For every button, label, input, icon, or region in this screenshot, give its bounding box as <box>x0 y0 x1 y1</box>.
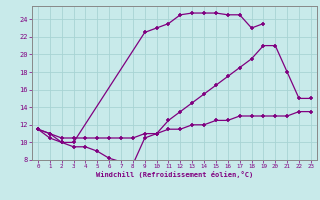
X-axis label: Windchill (Refroidissement éolien,°C): Windchill (Refroidissement éolien,°C) <box>96 171 253 178</box>
